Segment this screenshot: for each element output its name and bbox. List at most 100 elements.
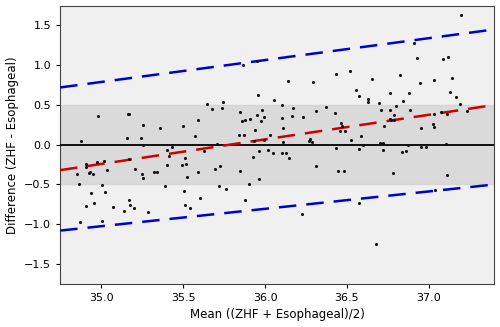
- Point: [416, 80, 424, 86]
- Point: [368, 77, 376, 82]
- Point: [331, 110, 339, 115]
- Point: [354, 201, 362, 206]
- Point: [404, 142, 411, 147]
- Point: [181, 202, 189, 207]
- Point: [378, 107, 386, 112]
- Point: [200, 149, 208, 154]
- Y-axis label: Difference (ZHF - Esophageal): Difference (ZHF - Esophageal): [6, 56, 18, 233]
- Point: [288, 105, 296, 111]
- Point: [184, 174, 192, 180]
- Point: [279, 140, 287, 145]
- Point: [278, 102, 286, 107]
- Point: [446, 90, 454, 95]
- Point: [352, 87, 360, 92]
- X-axis label: Mean ((ZHF + Esophageal)/2): Mean ((ZHF + Esophageal)/2): [190, 308, 364, 321]
- Point: [442, 141, 450, 146]
- Point: [222, 186, 230, 191]
- Point: [278, 150, 286, 155]
- Point: [240, 198, 248, 203]
- Point: [90, 200, 98, 206]
- Point: [390, 118, 398, 123]
- Point: [429, 121, 437, 127]
- Point: [457, 12, 465, 17]
- Point: [86, 191, 94, 196]
- Point: [126, 112, 134, 117]
- Point: [101, 190, 109, 195]
- Point: [73, 171, 81, 176]
- Point: [156, 125, 164, 130]
- Point: [88, 171, 96, 177]
- Point: [125, 197, 133, 202]
- Point: [241, 117, 249, 123]
- Point: [332, 146, 340, 151]
- Point: [194, 169, 202, 174]
- Point: [139, 123, 147, 128]
- Point: [238, 119, 246, 124]
- Point: [196, 196, 204, 201]
- Point: [250, 128, 258, 133]
- Point: [120, 209, 128, 214]
- Point: [286, 155, 294, 161]
- Point: [76, 181, 84, 186]
- Point: [124, 112, 132, 117]
- Point: [386, 107, 394, 112]
- Point: [413, 56, 421, 61]
- Point: [288, 113, 296, 118]
- Point: [236, 110, 244, 115]
- Point: [357, 133, 365, 139]
- Point: [94, 159, 102, 164]
- Point: [402, 148, 410, 154]
- Point: [260, 114, 268, 119]
- Point: [254, 93, 262, 98]
- Point: [278, 115, 286, 121]
- Point: [390, 113, 398, 118]
- Point: [138, 172, 145, 177]
- Point: [398, 149, 406, 155]
- Point: [364, 96, 372, 101]
- Point: [359, 142, 367, 147]
- Point: [82, 161, 90, 166]
- Point: [254, 176, 262, 181]
- Point: [336, 129, 344, 134]
- Point: [356, 94, 364, 99]
- Point: [138, 135, 145, 140]
- Point: [190, 133, 198, 139]
- Point: [430, 188, 438, 193]
- Point: [186, 206, 194, 211]
- Point: [82, 164, 90, 169]
- Point: [279, 125, 287, 130]
- Point: [219, 100, 227, 105]
- Point: [98, 218, 106, 224]
- Point: [322, 105, 330, 110]
- Point: [109, 204, 117, 210]
- Point: [168, 145, 175, 150]
- Point: [386, 90, 394, 95]
- Point: [346, 137, 354, 143]
- Point: [388, 117, 396, 122]
- Point: [306, 136, 314, 141]
- Point: [250, 138, 258, 144]
- Point: [399, 99, 407, 104]
- Point: [260, 137, 268, 143]
- Point: [253, 112, 261, 118]
- Point: [266, 133, 274, 138]
- Point: [208, 106, 216, 111]
- Point: [132, 166, 140, 172]
- Point: [84, 171, 92, 176]
- Point: [388, 170, 396, 175]
- Point: [218, 105, 226, 110]
- Point: [123, 135, 131, 140]
- Point: [240, 132, 248, 137]
- Point: [312, 164, 320, 169]
- Point: [258, 107, 266, 112]
- Point: [235, 132, 243, 137]
- Point: [182, 161, 190, 166]
- Point: [249, 154, 257, 160]
- Point: [102, 167, 110, 172]
- Point: [180, 189, 188, 194]
- Point: [246, 116, 254, 122]
- Point: [94, 113, 102, 118]
- Point: [182, 155, 190, 161]
- Point: [213, 141, 221, 146]
- Point: [212, 167, 220, 172]
